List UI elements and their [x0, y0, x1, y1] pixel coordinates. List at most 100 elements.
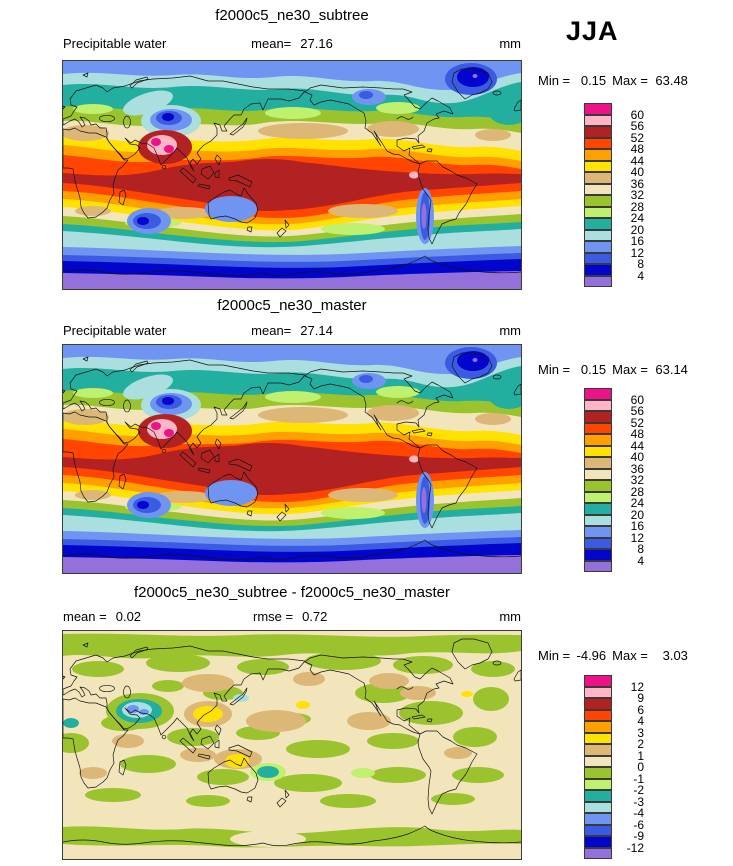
colorbar-tick-label: 44	[630, 438, 644, 453]
colorbar-cell	[584, 698, 612, 710]
colorbar-cell	[584, 103, 612, 115]
colorbar-cell	[584, 434, 612, 446]
panel-2-title: f2000c5_ne30_master	[217, 297, 367, 314]
colorbar-tick-label: 0	[637, 760, 644, 774]
colorbar-cell	[584, 824, 612, 836]
colorbar-cell	[584, 709, 612, 721]
colorbar-tick-label: 16	[630, 519, 644, 533]
colorbar-tick-label: 4	[637, 553, 644, 568]
colorbar-tick-label: 60	[630, 392, 644, 407]
colorbar-cell	[584, 549, 612, 561]
colorbar-cell	[584, 252, 612, 264]
colorbar-tick-label: -1	[633, 771, 644, 786]
colorbar-cell	[584, 686, 612, 698]
colorbar-cell	[584, 183, 612, 195]
colorbar-tick-label: 52	[630, 130, 644, 145]
colorbar-cell	[584, 218, 612, 230]
mean-label: mean =	[63, 609, 107, 624]
max-value: 3.03	[662, 648, 688, 663]
colorbar-tick-label: 8	[637, 542, 644, 556]
map-panel-2	[62, 344, 522, 574]
colorbar-tick-label: 48	[630, 427, 644, 441]
colorbar-tick-label: 40	[630, 450, 644, 464]
panel-2-units: mm	[499, 323, 521, 338]
colorbar-tick-label: 9	[637, 691, 644, 705]
colorbar-cell	[584, 229, 612, 241]
colorbar-cell	[584, 206, 612, 218]
colorbar-cell	[584, 388, 612, 400]
colorbar-tick-label: 24	[630, 211, 644, 225]
colorbar-tick-label: -3	[633, 794, 644, 809]
colorbar-cell	[584, 137, 612, 149]
colorbar-cell	[584, 457, 612, 469]
colorbar-tick-label: 40	[630, 165, 644, 179]
min-label: Min =	[538, 73, 571, 88]
colorbar-tick-label: 24	[630, 496, 644, 510]
max-value: 63.14	[655, 362, 688, 377]
colorbar-tick-label: -12	[626, 840, 644, 855]
colorbar-tick-label: 20	[630, 507, 644, 522]
colorbar-tick-label: 56	[630, 119, 644, 133]
panel-3-title: f2000c5_ne30_subtree - f2000c5_ne30_mast…	[133, 584, 451, 601]
colorbar-tick-label: 32	[630, 188, 644, 202]
colorbar-cell	[584, 275, 612, 287]
colorbar-tick-label: 1	[637, 748, 644, 763]
colorbar-cell	[584, 813, 612, 825]
colorbar-cell	[584, 468, 612, 480]
colorbar-tick-label: 2	[637, 737, 644, 751]
min-value: 0.15	[580, 362, 607, 377]
colorbar-cell	[584, 480, 612, 492]
colorbar-cell	[584, 744, 612, 756]
colorbar-cell	[584, 399, 612, 411]
colorbar-cell	[584, 778, 612, 790]
colorbar-cell	[584, 514, 612, 526]
panel-3-units: mm	[499, 609, 521, 624]
colorbar-tick-label: 52	[630, 415, 644, 430]
colorbar-tick-label: 8	[637, 257, 644, 271]
colorbar-cell	[584, 801, 612, 813]
colorbar-cell	[584, 721, 612, 733]
colorbar-cell	[584, 526, 612, 538]
colorbar-cell	[584, 126, 612, 138]
colorbar-cell	[584, 445, 612, 457]
colorbar-panel-3: 12 9 6 4 3 2 1 0 -1 -2 -3 -4 -6 -9 -12	[584, 675, 664, 859]
colorbar-tick-label: 48	[630, 142, 644, 156]
colorbar-cell	[584, 172, 612, 184]
colorbar-tick-label: 20	[630, 222, 644, 237]
colorbar-tick-label: 28	[630, 484, 644, 499]
colorbar-cell	[584, 241, 612, 253]
min-label: Min =	[538, 648, 571, 663]
mean-label: mean=	[251, 323, 292, 338]
colorbar-cell	[584, 491, 612, 503]
mean-label: mean=	[251, 36, 292, 51]
colorbar-cell	[584, 160, 612, 172]
max-label: Max =	[612, 648, 648, 663]
colorbar-cell	[584, 264, 612, 276]
colorbar-tick-label: 44	[630, 153, 644, 168]
max-label: Max =	[612, 362, 648, 377]
mean-value: 0.02	[115, 609, 142, 624]
colorbar-cell	[584, 755, 612, 767]
min-value: 0.15	[580, 73, 607, 88]
map-panel-3-difference	[62, 630, 522, 860]
colorbar-tick-label: 4	[637, 714, 644, 728]
panel-2-mean: mean= 27.14	[63, 323, 521, 338]
colorbar-cell	[584, 732, 612, 744]
panel-1-minmax: Min = 0.15 Max = 63.48	[538, 73, 688, 88]
panel-2-minmax: Min = 0.15 Max = 63.14	[538, 362, 688, 377]
max-value: 63.48	[655, 73, 688, 88]
mean-value: 27.14	[300, 323, 333, 338]
rmse-value: 0.72	[302, 609, 328, 624]
panel-1-units: mm	[499, 36, 521, 51]
colorbar-tick-label: 12	[630, 679, 644, 694]
panel-1-title: f2000c5_ne30_subtree	[215, 7, 369, 24]
colorbar-cell	[584, 422, 612, 434]
rmse-label: rmse =	[253, 609, 294, 624]
colorbar-tick-label: 60	[630, 107, 644, 122]
panel-3-rmse: rmse = 0.72	[253, 609, 327, 624]
colorbar-tick-label: -6	[633, 817, 644, 832]
map-panel-1	[62, 60, 522, 290]
panel-1-variable-label: Precipitable water	[63, 36, 167, 51]
colorbar-tick-label: 36	[630, 176, 644, 191]
